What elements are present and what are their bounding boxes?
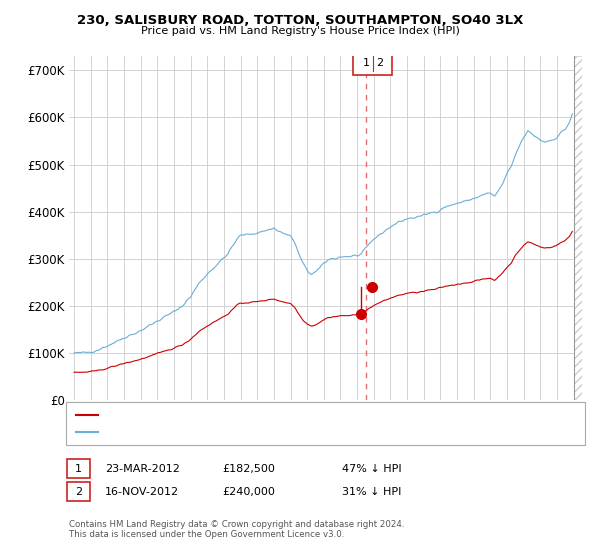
Text: 1: 1 [75, 464, 82, 474]
Text: 230, SALISBURY ROAD, TOTTON, SOUTHAMPTON, SO40 3LX (detached house): 230, SALISBURY ROAD, TOTTON, SOUTHAMPTON… [103, 409, 491, 419]
Text: 31% ↓ HPI: 31% ↓ HPI [342, 487, 401, 497]
Text: HPI: Average price, detached house, New Forest: HPI: Average price, detached house, New … [103, 427, 343, 437]
Bar [574, 56, 582, 400]
Bar [574, 56, 582, 400]
Bar [574, 56, 582, 400]
Text: £240,000: £240,000 [222, 487, 275, 497]
Text: 2: 2 [376, 58, 383, 68]
Text: 2: 2 [75, 487, 82, 497]
Text: 47% ↓ HPI: 47% ↓ HPI [342, 464, 401, 474]
FancyBboxPatch shape [353, 51, 392, 75]
Text: Contains HM Land Registry data © Crown copyright and database right 2024.
This d: Contains HM Land Registry data © Crown c… [69, 520, 404, 539]
Text: 1: 1 [362, 58, 370, 68]
Text: 23-MAR-2012: 23-MAR-2012 [105, 464, 180, 474]
Text: 16-NOV-2012: 16-NOV-2012 [105, 487, 179, 497]
Text: £182,500: £182,500 [222, 464, 275, 474]
Text: Price paid vs. HM Land Registry's House Price Index (HPI): Price paid vs. HM Land Registry's House … [140, 26, 460, 36]
Text: 230, SALISBURY ROAD, TOTTON, SOUTHAMPTON, SO40 3LX: 230, SALISBURY ROAD, TOTTON, SOUTHAMPTON… [77, 14, 523, 27]
